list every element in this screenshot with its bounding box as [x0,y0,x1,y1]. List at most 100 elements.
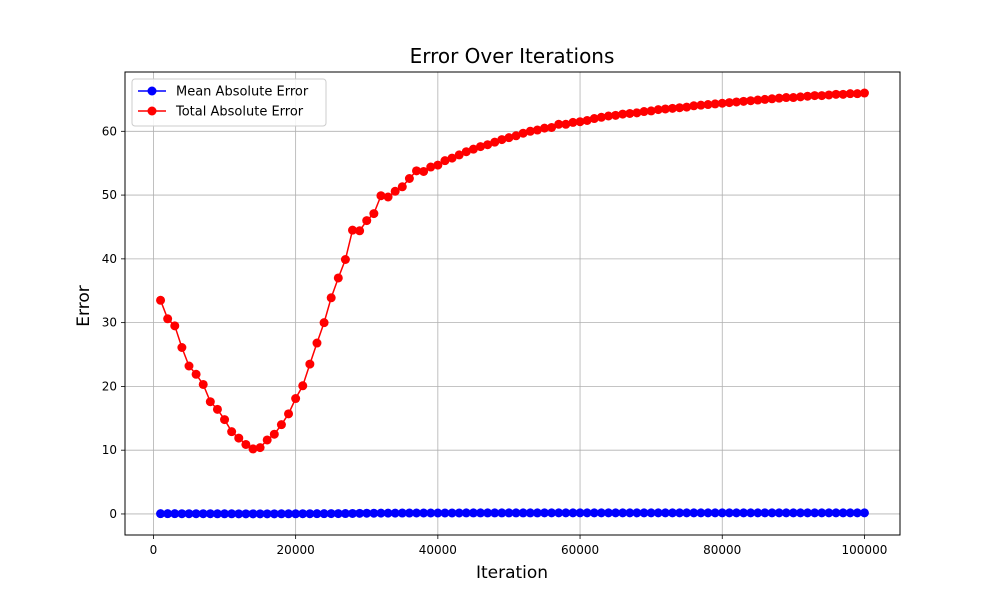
data-point [390,508,400,518]
data-point [724,508,734,518]
y-tick-label: 40 [102,252,117,266]
data-point [212,509,222,519]
data-point [348,225,358,235]
data-point [646,106,656,116]
data-point [632,108,642,118]
data-point [760,508,770,518]
data-point [603,508,613,518]
data-point [291,394,301,404]
data-point [703,100,713,110]
data-point [426,162,436,172]
data-point [696,508,706,518]
data-point [611,110,621,120]
data-point [255,509,265,519]
data-point [653,508,663,518]
data-point [461,147,471,157]
data-point [255,443,265,453]
data-point [362,216,372,226]
data-point [269,429,279,439]
data-point [625,508,635,518]
legend-box [131,78,327,127]
data-point [852,508,862,518]
data-point [447,153,457,163]
data-point [682,508,692,518]
data-point [803,91,813,101]
data-point [760,94,770,104]
data-point [397,182,407,192]
y-tick-label: 0 [109,507,117,521]
data-point [220,509,230,519]
data-point [518,128,528,138]
data-point [795,92,805,102]
data-point [504,508,514,518]
data-point [483,508,493,518]
data-point [184,509,194,519]
data-point [561,119,571,129]
data-point [305,359,315,369]
data-point [291,509,301,519]
data-point [220,415,230,425]
data-point [859,88,869,98]
data-point [497,508,507,518]
data-point [625,108,635,118]
data-point [262,435,272,445]
y-tick-label: 10 [102,443,117,457]
data-point [333,273,343,283]
data-point [511,508,521,518]
data-point [319,509,329,519]
data-point [675,508,685,518]
data-point [340,509,350,519]
data-point [824,508,834,518]
data-point [710,508,720,518]
data-point [412,166,422,176]
data-point [412,508,422,518]
data-point [781,508,791,518]
legend-label: Total Absolute Error [175,105,304,120]
data-point [348,508,358,518]
data-point [227,427,237,437]
data-point [767,508,777,518]
data-point [561,508,571,518]
data-point [682,102,692,112]
data-point [262,509,272,519]
data-point [582,508,592,518]
data-point [397,508,407,518]
data-point [810,91,820,101]
data-point [241,439,251,449]
data-point [525,508,535,518]
data-point [419,166,429,176]
data-point [198,509,208,519]
data-point [724,98,734,108]
data-point [646,508,656,518]
data-point [355,508,365,518]
data-point [568,117,578,127]
data-point [476,142,486,152]
data-point [205,397,215,407]
y-tick-label: 30 [102,316,117,330]
y-tick-label: 20 [102,379,117,393]
data-point [746,508,756,518]
x-tick-label: 40000 [419,543,457,557]
data-point [675,103,685,113]
data-point [298,509,308,519]
x-tick-label: 80000 [703,543,741,557]
data-point [582,115,592,125]
data-point [433,508,443,518]
data-point [532,508,542,518]
data-point [305,509,315,519]
data-point [575,117,585,127]
data-point [227,509,237,519]
data-point [205,509,215,519]
data-point [404,508,414,518]
data-point [163,509,173,519]
data-point [831,508,841,518]
data-point [284,509,294,519]
data-point [554,119,564,129]
data-point [539,508,549,518]
data-point [447,508,457,518]
data-point [810,508,820,518]
data-point [589,114,599,124]
chart-title: Error Over Iterations [410,44,615,68]
